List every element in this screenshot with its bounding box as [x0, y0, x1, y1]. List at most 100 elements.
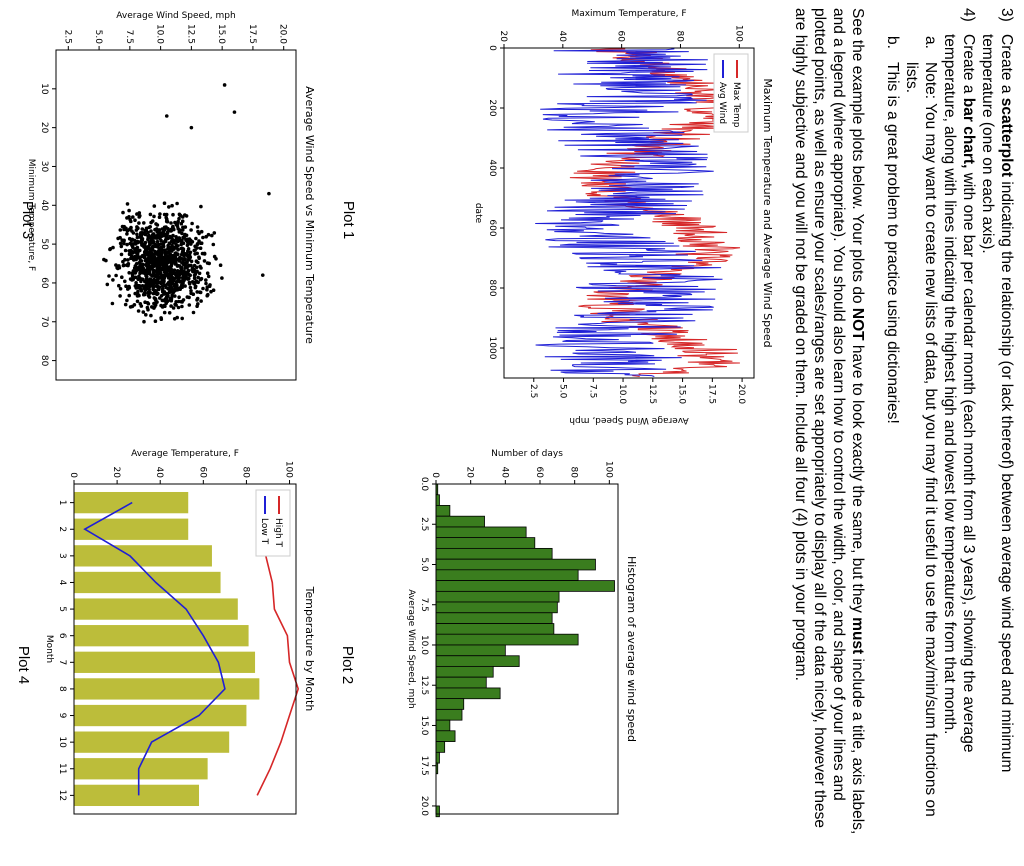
plot2-xtick-label: 10.0	[419, 635, 429, 655]
plot3-point	[162, 201, 167, 205]
plot3-point	[152, 204, 157, 208]
para-bold-must: must	[849, 617, 866, 655]
plot3-point	[205, 271, 210, 276]
plot3-point	[222, 83, 227, 87]
plot3-xtick-label: 60	[39, 277, 49, 289]
plot3-point	[185, 240, 190, 244]
plot4-ytick-label: 20	[111, 467, 121, 479]
plot3-point	[134, 281, 138, 285]
plot4-legend-low: Low T	[259, 518, 269, 545]
instructions: 3) Create a scatterplot indicating the r…	[791, 8, 1016, 838]
plot3-point	[105, 282, 110, 287]
plot2-xtick-label: 0.0	[419, 477, 429, 492]
plot2-xtick-label: 5.0	[419, 557, 429, 572]
plot3-ytick-label: 7.5	[124, 30, 134, 44]
plot4-xtick-label: 12	[57, 790, 67, 801]
plot3-point	[186, 268, 191, 273]
plot3-point	[144, 283, 148, 288]
plot3-point	[158, 231, 162, 235]
plot3-ytick-label: 5.0	[93, 30, 103, 45]
plot3-point	[121, 210, 125, 215]
plot3-xtick-label: 70	[39, 316, 49, 328]
plot3-point	[136, 248, 140, 253]
plot3-point	[146, 244, 151, 249]
plot3-point	[153, 244, 157, 249]
plot3-point	[117, 283, 121, 288]
plot1-legend-wind: Avg Wind	[717, 82, 727, 124]
plot3-point	[118, 287, 123, 291]
plot3-point	[211, 242, 216, 247]
plot3-point	[162, 310, 167, 315]
plot3-point	[127, 293, 131, 298]
plot3-point	[126, 262, 131, 266]
plot3-point	[136, 240, 140, 245]
plot2-bar	[435, 708, 463, 721]
plot3-point	[157, 242, 161, 247]
plot3-point	[174, 235, 178, 239]
plot3-point	[167, 311, 172, 315]
plot3-point	[141, 310, 146, 314]
plot3-point	[159, 255, 164, 259]
plot3-point	[183, 266, 188, 270]
plot1-xtick-label: 400	[487, 159, 497, 176]
plot3-point	[180, 231, 184, 236]
plot3-point	[169, 297, 174, 301]
plot3-point	[150, 259, 155, 263]
plot3-point	[184, 233, 189, 238]
plot3-ylabel: Average Wind Speed, mph	[116, 11, 235, 21]
plot3-point	[195, 246, 199, 250]
plot3-point	[157, 250, 161, 254]
plot2-bar	[435, 569, 579, 581]
item3-bold: scatterplot	[998, 97, 1015, 178]
plot3-point	[176, 247, 180, 252]
plot4-title: Temperature by Month	[303, 586, 316, 712]
plot3-point	[179, 257, 184, 261]
plot3-point	[146, 233, 151, 238]
plot3-point	[157, 246, 162, 250]
plot3-point	[192, 268, 197, 273]
plot3-point	[132, 270, 137, 274]
plot3-point	[156, 287, 161, 292]
plot4-xtick-label: 10	[57, 736, 67, 748]
plot3-point	[128, 227, 132, 231]
plot3-point	[127, 271, 131, 275]
plot3-point	[155, 281, 159, 285]
plot3-point	[181, 225, 185, 230]
plot3-point	[173, 272, 178, 277]
plot4-xtick-label: 11	[57, 763, 67, 774]
plot2-xtick-label: 12.5	[419, 675, 429, 695]
plot2-ytick-label: 60	[534, 467, 544, 479]
plot3-ytick-label: 20.0	[278, 24, 288, 44]
plot3-point	[183, 284, 187, 288]
plot1-xlabel: date	[473, 203, 483, 224]
plot3-point	[135, 294, 140, 298]
plot3-point	[173, 294, 177, 298]
plot3-point	[180, 219, 185, 223]
plot2-bar	[435, 687, 501, 700]
plot3-xtick-label: 80	[39, 355, 49, 367]
plot2-bar	[435, 676, 487, 689]
plot1-ylabel: Maximum Temperature, F	[571, 9, 686, 19]
plot3-point	[128, 277, 133, 281]
list-number: 4)	[960, 8, 977, 22]
plot2-axes-frame	[435, 483, 619, 815]
plot3-point	[173, 251, 178, 256]
plot3-point	[148, 251, 153, 255]
plot2-xtick-label: 7.5	[419, 598, 429, 612]
plot3-point	[143, 232, 147, 236]
plot3-point	[165, 217, 169, 222]
plot3-point	[180, 304, 184, 309]
plot3-point	[123, 248, 128, 253]
plot3-point	[114, 273, 118, 278]
plot2-ytick-label: 20	[465, 467, 475, 479]
sub-item-b-text: This is a great problem to practice usin…	[884, 62, 901, 424]
plot3-point	[130, 243, 134, 247]
plot4-low-t-line	[83, 501, 226, 796]
plot4-xtick-label: 3	[57, 553, 67, 559]
plot4-xlabel: Month	[44, 635, 54, 663]
plot3-point	[133, 275, 138, 280]
plot2-bar	[435, 505, 451, 517]
plot4-bar	[74, 678, 260, 700]
plot3-point	[191, 310, 196, 315]
plot3-point	[174, 300, 178, 304]
